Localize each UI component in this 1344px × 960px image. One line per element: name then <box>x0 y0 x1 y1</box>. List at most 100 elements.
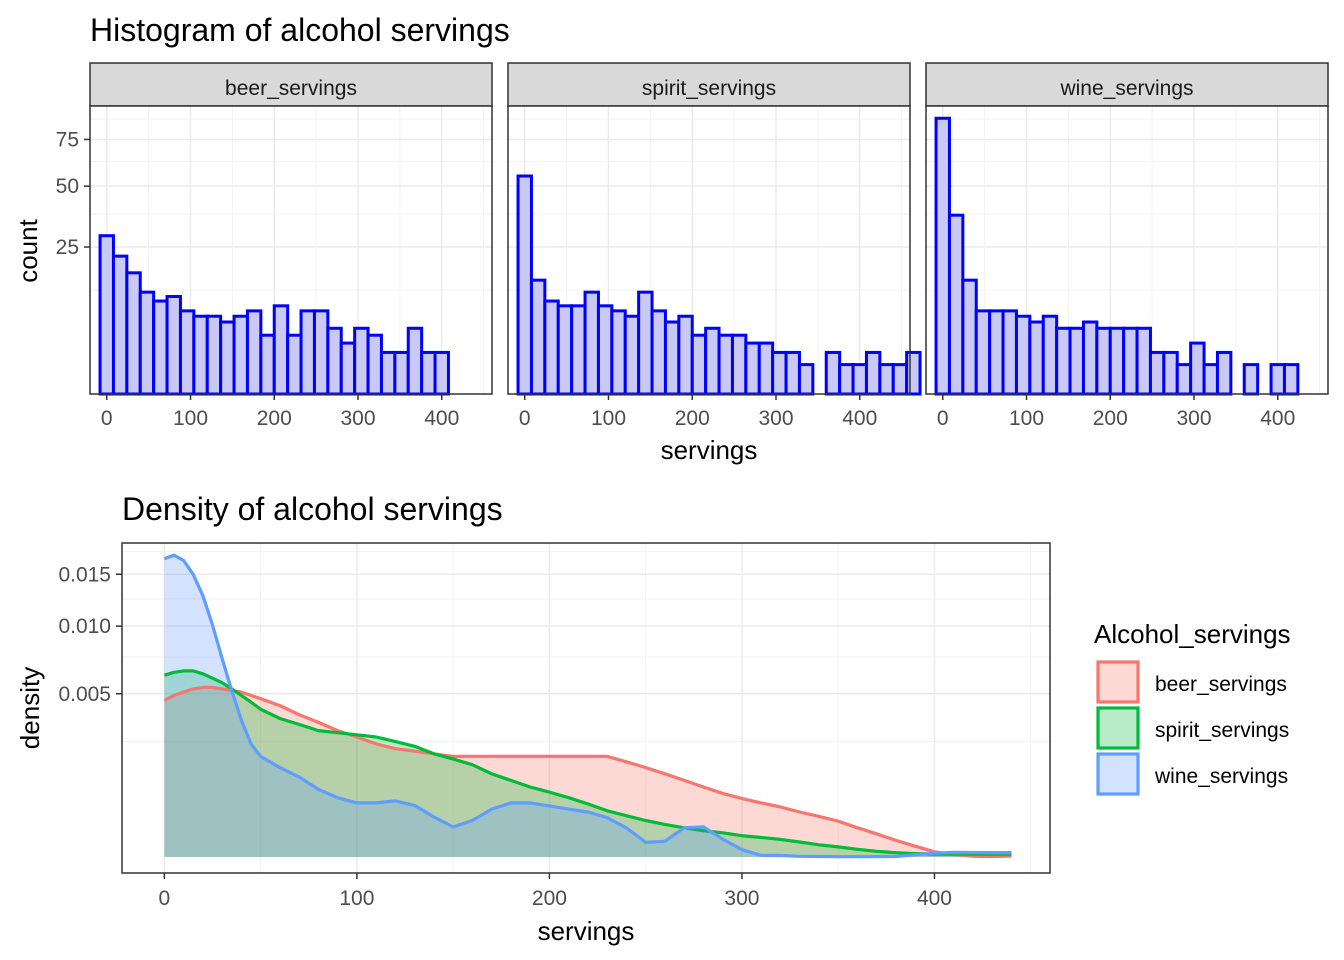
legend-key-spirit_servings <box>1096 706 1140 750</box>
legend-key-wine_servings <box>1096 752 1140 796</box>
histogram-title: Histogram of alcohol servings <box>90 12 510 48</box>
legend-label-wine_servings: wine_servings <box>1154 765 1288 788</box>
x-tick-label: 200 <box>1093 407 1128 430</box>
facet-strip <box>925 62 1329 107</box>
histogram-facet-wine_servings: wine_servings 0 100 200 300 400 <box>925 62 1329 430</box>
x-tick-label: 100 <box>339 887 374 910</box>
facet-panel-border <box>925 105 1329 395</box>
x-tick-label: 0 <box>101 407 113 430</box>
facet-strip <box>89 62 493 107</box>
histogram-bar <box>152 299 169 396</box>
histogram-bar <box>259 333 276 396</box>
y-tick-label: 0.015 <box>58 563 111 586</box>
x-tick-label: 200 <box>532 887 567 910</box>
x-tick-label: 400 <box>424 407 459 430</box>
histogram-bar <box>570 304 587 396</box>
facet-strip-label: spirit_servings <box>642 77 776 100</box>
histogram-bar <box>1055 326 1072 396</box>
x-tick-label: 0 <box>519 407 531 430</box>
histogram-bar <box>878 363 895 396</box>
histogram-bar <box>272 304 290 396</box>
histogram-facet-beer_servings: beer_servings 0 100 200 300 400 25 50 75 <box>56 62 493 430</box>
histogram-bar <box>1202 363 1219 396</box>
histogram-bar <box>1068 326 1085 396</box>
histogram-bar <box>610 309 627 396</box>
histogram-bar <box>905 350 922 396</box>
legend: Alcohol_servings beer_servings spirit_ser… <box>1094 619 1291 796</box>
histogram-bar <box>556 304 574 396</box>
histogram-bar <box>379 350 397 396</box>
histogram-bar <box>420 350 437 396</box>
histogram-bar <box>1282 363 1300 396</box>
y-tick-label: 75 <box>56 128 79 151</box>
histogram-bar <box>947 213 965 396</box>
x-tick-label: 300 <box>1176 407 1211 430</box>
histogram-bar <box>406 326 424 396</box>
histogram-bar <box>299 309 316 396</box>
histogram-bar <box>353 326 370 396</box>
histogram-bar <box>1135 326 1152 396</box>
histogram-bar <box>529 278 547 396</box>
histogram-bar <box>178 309 196 396</box>
histogram-bar <box>744 341 761 396</box>
histogram-bar <box>393 350 410 396</box>
histogram-bar <box>934 116 951 396</box>
histogram-bar <box>677 314 694 396</box>
density-chart: Density of alcohol servings 0 100 200 300 40… <box>15 491 1051 946</box>
histogram-bar <box>192 314 209 396</box>
histogram-bar <box>1108 326 1126 396</box>
histogram-bar <box>838 363 855 396</box>
density-line-beer_servings <box>163 685 1012 859</box>
density-line-wine_servings <box>163 553 1012 859</box>
legend-label-beer_servings: beer_servings <box>1155 673 1287 696</box>
histogram-bar <box>717 333 734 396</box>
x-tick-label: 100 <box>591 407 626 430</box>
histogram-bar <box>286 333 303 396</box>
density-panel: 0 100 200 300 400 0.005 0.010 0.015 <box>58 542 1051 910</box>
histogram-bar <box>1081 320 1099 396</box>
x-tick-label: 100 <box>1009 407 1044 430</box>
histogram-bar <box>623 314 641 396</box>
histogram-bar <box>232 314 249 396</box>
density-title: Density of alcohol servings <box>122 491 503 527</box>
x-tick-label: 200 <box>675 407 710 430</box>
histogram-bar <box>757 341 775 396</box>
histogram-x-axis-title: servings <box>661 435 758 465</box>
histogram-bar <box>1175 363 1193 396</box>
histogram-bar <box>1028 320 1045 396</box>
histogram-bar <box>1215 350 1233 396</box>
x-tick-label: 300 <box>758 407 793 430</box>
histogram-bar <box>1014 314 1032 396</box>
histogram-bar <box>219 320 236 396</box>
x-tick-label: 100 <box>173 407 208 430</box>
density-panel-background <box>122 543 1050 873</box>
histogram-y-axis-title: count <box>13 218 43 282</box>
histogram-bar <box>1242 363 1260 396</box>
facet-strip-label: beer_servings <box>225 77 357 100</box>
legend-label-spirit_servings: spirit_servings <box>1155 719 1289 742</box>
histogram-bar <box>1122 326 1139 396</box>
histogram-bar <box>596 304 614 396</box>
x-tick-label: 400 <box>842 407 877 430</box>
density-area-beer_servings <box>164 687 1012 857</box>
histogram-bar <box>784 350 801 396</box>
histogram-bar <box>339 341 357 396</box>
legend-key-beer_servings <box>1096 660 1140 704</box>
histogram-bar <box>891 363 909 396</box>
histogram-bar <box>637 290 654 396</box>
y-tick-label: 25 <box>56 236 79 259</box>
histogram-bar <box>111 254 129 396</box>
histogram-bar <box>704 326 721 396</box>
histogram-bar <box>851 363 868 396</box>
histogram-bar <box>690 333 708 396</box>
histogram-bar <box>1001 309 1018 396</box>
histogram-bar <box>516 174 533 396</box>
x-tick-label: 0 <box>159 887 171 910</box>
y-tick-label: 0.005 <box>58 683 111 706</box>
histogram-bar <box>125 271 142 396</box>
histogram-bar <box>583 290 600 396</box>
density-x-axis-title: servings <box>538 916 635 946</box>
histogram-bar <box>312 309 330 396</box>
histogram-facets: beer_servings 0 100 200 300 400 25 50 75 spirit_s… <box>56 62 1329 430</box>
histogram-bar <box>205 314 223 396</box>
